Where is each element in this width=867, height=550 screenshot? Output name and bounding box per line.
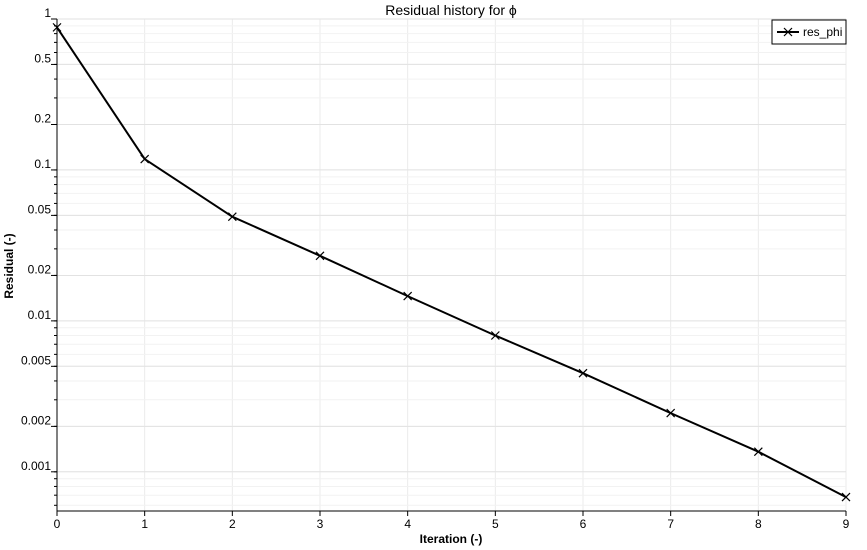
marker-stroke: [666, 408, 676, 418]
y-tick-label: 0.001: [21, 459, 51, 473]
chart-title: Residual history for ϕ: [385, 2, 517, 18]
x-tick-label: 2: [229, 517, 236, 531]
marker-stroke: [490, 331, 500, 340]
x-tick-label: 0: [54, 517, 61, 531]
marker-stroke: [52, 22, 62, 32]
y-tick-label: 0.005: [21, 353, 51, 367]
marker-stroke: [753, 447, 763, 457]
series-line-res_phi: [56, 26, 847, 498]
x-tick-label: 6: [580, 517, 587, 531]
data-point-marker: [490, 331, 500, 340]
data-point-marker: [315, 251, 325, 261]
marker-stroke: [578, 368, 588, 378]
y-tick-label: 0.05: [28, 202, 52, 216]
x-tick-label: 5: [492, 517, 499, 531]
y-tick-label: 0.002: [21, 413, 51, 427]
data-point-marker: [578, 368, 588, 378]
y-tick-label: 0.01: [28, 308, 52, 322]
data-point-marker: [753, 447, 763, 457]
marker-stroke: [140, 154, 150, 164]
x-axis-title: Iteration (-): [420, 532, 483, 546]
y-tick-label: 0.2: [34, 112, 51, 126]
series-layer: [52, 22, 851, 502]
y-tick-label: 0.5: [34, 51, 51, 65]
data-point-marker: [227, 212, 237, 222]
data-point-marker: [140, 154, 150, 164]
x-tick-label: 3: [317, 517, 324, 531]
marker-stroke: [227, 212, 237, 222]
x-tick-label: 4: [404, 517, 411, 531]
grid-lines: [56, 18, 847, 511]
x-tick-label: 9: [843, 517, 850, 531]
plot-frame: [56, 19, 846, 512]
x-tick-label: 7: [667, 517, 674, 531]
data-point-marker: [841, 492, 851, 502]
tick-layer: 0 1 2 3 4 5 6 7 8 9 1 0.5 0.2 0.1 0.05 0.02 0.01 0.005 0.0…: [21, 6, 850, 531]
y-axis-title: Residual (-): [2, 233, 16, 298]
y-tick-label: 0.1: [34, 157, 51, 171]
x-tick-label: 1: [141, 517, 148, 531]
marker-stroke: [315, 251, 325, 261]
legend-marker-stroke: [783, 27, 793, 37]
y-tick-label: 0.02: [28, 262, 52, 276]
legend-label: res_phi: [803, 25, 842, 39]
marker-stroke: [403, 291, 413, 301]
data-point-marker: [666, 408, 676, 418]
legend: res_phi: [771, 19, 847, 45]
marker-stroke: [841, 492, 851, 502]
data-point-marker: [403, 291, 413, 301]
data-point-marker: [52, 22, 62, 32]
y-tick-label: 1: [44, 6, 51, 20]
x-tick-label: 8: [755, 517, 762, 531]
